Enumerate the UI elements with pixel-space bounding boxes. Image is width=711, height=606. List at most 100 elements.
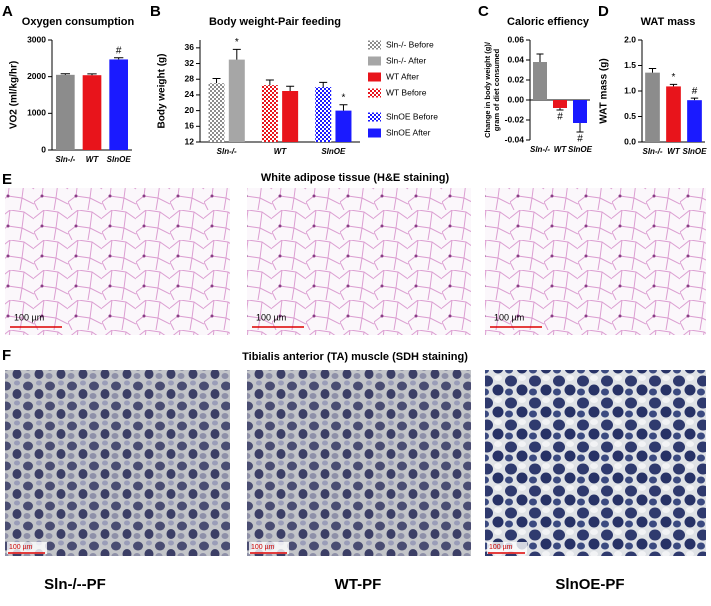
error-bar	[690, 97, 699, 101]
error-bar	[232, 48, 241, 60]
annotation: #	[692, 86, 698, 97]
bar	[261, 85, 278, 142]
micrograph	[5, 370, 230, 556]
annotation: #	[557, 112, 563, 123]
panel-letter: B	[150, 3, 161, 20]
error-bar	[648, 68, 657, 73]
group-label: WT-PF	[335, 576, 382, 593]
y-tick-label: -0.02	[505, 114, 525, 124]
y-axis-label: gram of diet consumed	[492, 48, 501, 131]
annotation: #	[577, 134, 583, 145]
x-tick-label: WT	[86, 155, 100, 164]
legend-label: WT Before	[386, 87, 427, 97]
y-tick-label: -0.04	[505, 134, 525, 144]
panel-letter: F	[2, 347, 11, 364]
bar	[553, 100, 567, 108]
bar	[208, 83, 225, 142]
chart-title: Body weight-Pair feeding	[209, 16, 341, 28]
bar	[109, 59, 128, 150]
annotation: *	[235, 37, 239, 48]
error-bar	[265, 79, 274, 86]
y-tick-label: 2.0	[624, 34, 636, 44]
y-axis-label: Body weight (g)	[157, 54, 168, 129]
error-bar	[286, 85, 295, 91]
y-tick-label: 28	[185, 73, 195, 83]
panel-letter: C	[478, 3, 489, 20]
scale-label: 100 µm	[489, 544, 513, 551]
x-tick-label: SlnOE	[321, 147, 346, 156]
x-tick-label: Sln-/-	[217, 147, 237, 156]
y-tick-label: 2000	[27, 71, 46, 81]
y-tick-label: 1000	[27, 108, 46, 118]
y-tick-label: 32	[185, 58, 195, 68]
y-tick-label: 12	[185, 136, 195, 146]
y-tick-label: 0.04	[507, 54, 524, 64]
legend-label: WT After	[386, 71, 419, 81]
legend-swatch	[368, 56, 381, 66]
group-label: Sln-/--PF	[44, 576, 106, 593]
group-label: SlnOE-PF	[555, 576, 624, 593]
bar	[645, 72, 660, 142]
panel-letter: A	[2, 3, 13, 20]
y-tick-label: 20	[185, 105, 195, 115]
panel-letter: E	[2, 171, 12, 188]
bar	[573, 100, 587, 123]
legend-label: Sln-/- After	[386, 55, 426, 65]
panel-e: E White adipose tissue (H&E staining) 10…	[2, 171, 706, 335]
x-tick-label: SlnOE	[107, 155, 132, 164]
y-axis-label: WAT mass (g)	[599, 58, 610, 123]
panel-title: Tibialis anterior (TA) muscle (SDH stain…	[242, 351, 468, 363]
error-bar	[556, 108, 564, 111]
y-tick-label: 0.06	[507, 34, 524, 44]
y-axis-label: VO2 (ml/kg/hr)	[9, 61, 20, 129]
micrograph	[247, 370, 471, 556]
scale-bg	[249, 542, 289, 554]
y-tick-label: 16	[185, 121, 195, 131]
x-tick-label: WT	[274, 147, 288, 156]
legend-label: Sln-/- Before	[386, 39, 434, 49]
bar	[533, 62, 547, 100]
error-bar	[576, 123, 584, 133]
legend-swatch	[368, 112, 381, 122]
x-tick-label: WT	[667, 147, 681, 156]
error-bar	[319, 81, 328, 88]
chart-title: Caloric effiency	[507, 16, 590, 28]
error-bar	[114, 57, 124, 60]
chart-title: Oxygen consumption	[22, 16, 135, 28]
y-tick-label: 3000	[27, 34, 46, 44]
x-tick-label: Sln-/-	[643, 147, 663, 156]
micrograph	[5, 188, 230, 335]
bar	[335, 110, 352, 142]
y-tick-label: 24	[185, 89, 195, 99]
scale-label: 100 µm	[14, 312, 44, 322]
y-axis-label: Change in body weight (g)/	[483, 41, 492, 138]
scale-label: 100 µm	[251, 544, 275, 551]
panel-letter: D	[598, 3, 609, 20]
chart-title: WAT mass	[641, 16, 696, 28]
scale-label: 100 µm	[9, 544, 33, 551]
scale-bg	[487, 542, 527, 554]
y-tick-label: 36	[185, 42, 195, 52]
bar	[687, 100, 702, 142]
y-tick-label: 0	[41, 144, 46, 154]
y-tick-label: 1.0	[624, 85, 636, 95]
error-bar	[669, 83, 678, 87]
error-bar	[536, 53, 544, 62]
bar	[82, 75, 102, 150]
scale-bg	[7, 542, 47, 554]
annotation: *	[672, 72, 676, 83]
error-bar	[60, 73, 70, 75]
panel-title: White adipose tissue (H&E staining)	[261, 172, 450, 184]
x-tick-label: SlnOE	[568, 145, 593, 154]
panel-f: F Tibialis anterior (TA) muscle (SDH sta…	[2, 347, 706, 593]
legend-swatch	[368, 128, 381, 138]
bar	[228, 59, 245, 142]
error-bar	[87, 73, 97, 76]
x-tick-label: Sln-/-	[55, 155, 75, 164]
y-tick-label: 0.02	[507, 74, 524, 84]
micrograph	[247, 188, 471, 335]
bar	[315, 87, 332, 142]
legend-swatch	[368, 88, 381, 98]
